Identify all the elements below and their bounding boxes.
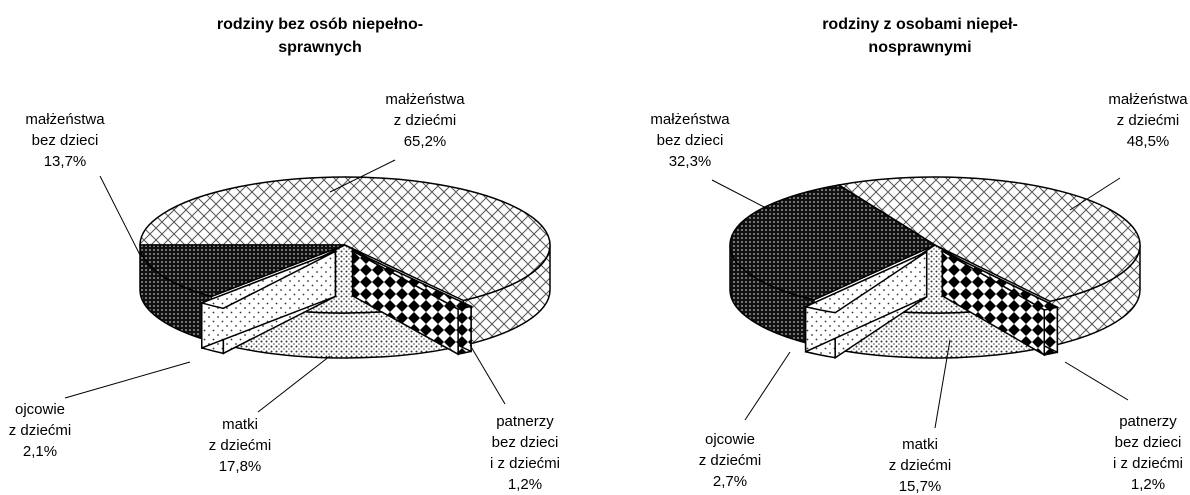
pie-slice xyxy=(139,244,346,298)
slice-label: z dziećmi xyxy=(209,437,272,454)
slice-label: małżeństwa xyxy=(25,111,105,128)
chart-title: sprawnych xyxy=(278,39,362,56)
value-label: 1,2% xyxy=(508,476,542,493)
slice-label: małżeństwa xyxy=(385,91,465,108)
leader-line xyxy=(1069,177,1121,211)
slice-label: małżeństwa xyxy=(650,111,730,128)
slice-label: bez dzieci xyxy=(657,132,724,149)
slice-label: z dziećmi xyxy=(394,112,457,129)
pie-slice xyxy=(942,250,1060,311)
value-label: 65,2% xyxy=(404,133,447,150)
value-label: 2,1% xyxy=(23,443,57,460)
slice-label: bez dzieci xyxy=(32,132,99,149)
slice-label: ojcowie xyxy=(705,431,755,448)
leader-line xyxy=(1064,361,1129,401)
pie-slice xyxy=(729,184,937,301)
pie-slice xyxy=(836,176,1141,303)
slice-label: z dziećmi xyxy=(699,452,762,469)
slice-label: bez dzieci xyxy=(1115,434,1182,451)
leader-line xyxy=(469,344,506,405)
leader-line xyxy=(744,351,791,421)
leader-line xyxy=(934,339,951,429)
pie-slice xyxy=(139,176,551,302)
value-label: 2,7% xyxy=(713,473,747,490)
slice-label: małżeństwa xyxy=(1108,91,1188,108)
pie-slice xyxy=(199,250,336,310)
chart-title: rodziny bez osób niepełno- xyxy=(217,16,423,33)
slice-label: ojcowie xyxy=(15,401,65,418)
pie-slice xyxy=(803,251,928,314)
value-label: 32,3% xyxy=(669,153,712,170)
slice-label: bez dzieci xyxy=(492,434,559,451)
leader-line xyxy=(64,361,191,399)
pie-slice xyxy=(352,250,474,310)
slice-label: z dziećmi xyxy=(1117,112,1180,129)
leader-line xyxy=(99,175,141,256)
value-label: 1,2% xyxy=(1131,476,1165,493)
chart-title: rodziny z osobami niepeł- xyxy=(822,16,1018,33)
leader-line xyxy=(257,355,331,413)
slice-label: matki xyxy=(222,416,258,433)
slice-label: i z dziećmi xyxy=(1113,455,1183,472)
value-label: 13,7% xyxy=(44,153,87,170)
slice-label: patnerzy xyxy=(496,413,554,430)
slice-label: matki xyxy=(902,436,938,453)
chart-title: nosprawnymi xyxy=(868,39,971,56)
value-label: 48,5% xyxy=(1127,133,1170,150)
slice-label: z dziećmi xyxy=(889,457,952,474)
slice-label: z dziećmi xyxy=(9,422,72,439)
value-label: 15,7% xyxy=(899,478,942,495)
leader-line xyxy=(711,179,771,211)
value-label: 17,8% xyxy=(219,458,262,475)
leader-line xyxy=(329,159,396,193)
slice-label: i z dziećmi xyxy=(490,455,560,472)
slice-label: patnerzy xyxy=(1119,413,1177,430)
